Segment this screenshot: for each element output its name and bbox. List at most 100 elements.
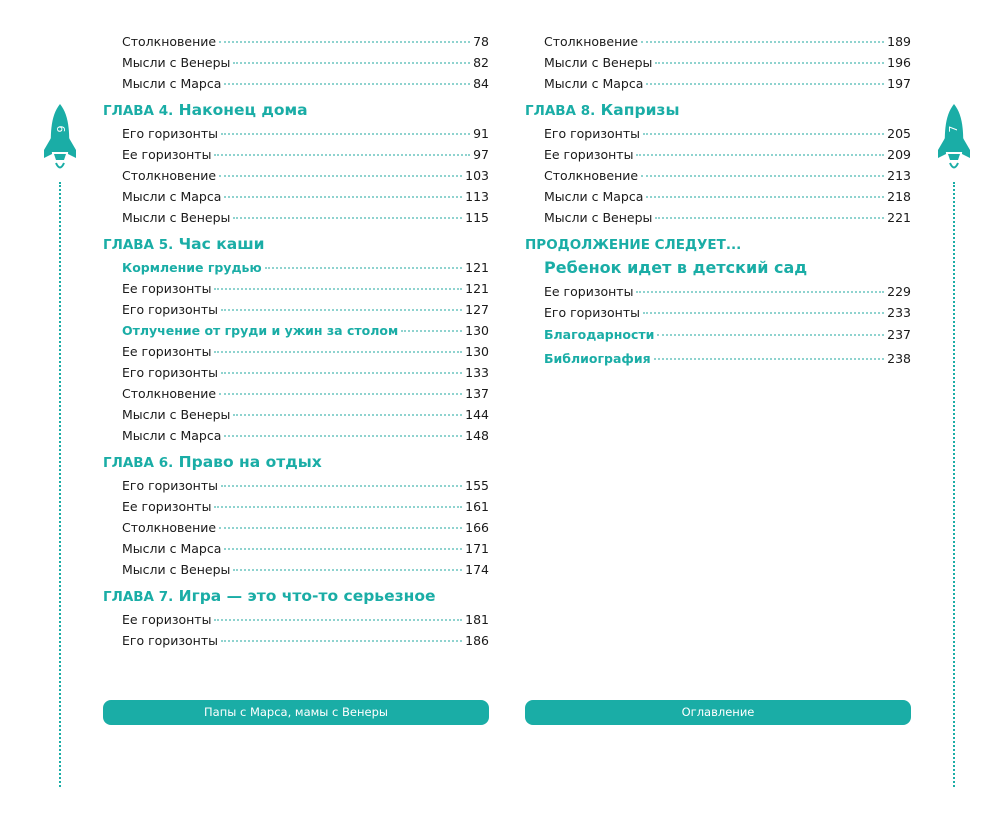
toc-entry[interactable]: Мысли с Марса 197: [525, 73, 911, 94]
entry-title: Мысли с Марса: [122, 76, 222, 91]
entry-title: Мысли с Венеры: [544, 210, 653, 225]
dotted-margin-line: [59, 182, 61, 787]
toc-entry[interactable]: Мысли с Венеры 144: [103, 404, 489, 425]
entry-title: Мысли с Марса: [544, 76, 644, 91]
toc-entry[interactable]: Кормление грудью 121: [103, 257, 489, 278]
toc-entry[interactable]: Ее горизонты 181: [103, 609, 489, 630]
page-number: 6: [54, 126, 67, 133]
toc-entry[interactable]: Его горизонты 233: [525, 302, 911, 323]
dot-leader: [219, 175, 463, 177]
toc-entry[interactable]: Отлучение от груди и ужин за столом 130: [103, 320, 489, 341]
toc-entry[interactable]: Столкновение 166: [103, 517, 489, 538]
toc-entry[interactable]: Его горизонты 127: [103, 299, 489, 320]
chapter-heading[interactable]: ГЛАВА 6. Право на отдых: [103, 451, 489, 473]
chapter-title: Право на отдых: [178, 453, 322, 471]
dot-leader: [642, 133, 885, 135]
entry-page: 113: [465, 189, 489, 204]
entry-title: Ее горизонты: [122, 344, 212, 359]
toc-entry[interactable]: Ее горизонты 130: [103, 341, 489, 362]
toc-entry[interactable]: Столкновение 189: [525, 31, 911, 52]
toc-entry[interactable]: Столкновение 103: [103, 165, 489, 186]
entry-page: 233: [887, 305, 911, 320]
toc-entry[interactable]: Мысли с Марса 148: [103, 425, 489, 446]
dot-leader: [642, 312, 885, 314]
toc-entry[interactable]: Благодарности 237: [525, 323, 911, 347]
chapter-title: Час каши: [178, 235, 265, 253]
chapter-heading[interactable]: ГЛАВА 4. Наконец дома: [103, 99, 489, 121]
entry-page: 218: [887, 189, 911, 204]
entry-title: Мысли с Марса: [122, 428, 222, 443]
chapter-label: ГЛАВА 6.: [103, 455, 174, 471]
dot-leader: [401, 330, 463, 332]
toc-entry[interactable]: Мысли с Венеры 115: [103, 207, 489, 228]
dot-leader: [219, 41, 471, 43]
toc-entry[interactable]: Его горизонты 91: [103, 123, 489, 144]
toc-entry[interactable]: Мысли с Марса 113: [103, 186, 489, 207]
toc-entry[interactable]: Мысли с Венеры 82: [103, 52, 489, 73]
toc-entry[interactable]: Его горизонты 186: [103, 630, 489, 651]
chapter-heading[interactable]: ПРОДОЛЖЕНИЕ СЛЕДУЕТ...: [525, 233, 911, 255]
rocket-icon: 7: [938, 104, 970, 169]
entry-page: 196: [887, 55, 911, 70]
toc-entry[interactable]: Ее горизонты 97: [103, 144, 489, 165]
entry-title: Столкновение: [122, 386, 217, 401]
toc-entry[interactable]: Его горизонты 205: [525, 123, 911, 144]
dot-leader: [646, 83, 885, 85]
toc-entry[interactable]: Столкновение 78: [103, 31, 489, 52]
chapter-heading[interactable]: ГЛАВА 8. Капризы: [525, 99, 911, 121]
chapter-label: ГЛАВА 8.: [525, 103, 596, 119]
toc-entry[interactable]: Мысли с Венеры 196: [525, 52, 911, 73]
dot-leader: [224, 435, 463, 437]
entry-page: 121: [465, 260, 489, 275]
entry-page: 209: [887, 147, 911, 162]
dot-leader: [655, 217, 885, 219]
toc-entry[interactable]: Библиография 238: [525, 347, 911, 371]
toc-entry[interactable]: Ее горизонты 229: [525, 281, 911, 302]
dot-leader: [219, 527, 463, 529]
dot-leader: [214, 619, 463, 621]
toc-entry[interactable]: Мысли с Марса 171: [103, 538, 489, 559]
entry-title: Мысли с Венеры: [122, 407, 231, 422]
entry-title: Ее горизонты: [122, 281, 212, 296]
entry-title: Его горизонты: [122, 302, 218, 317]
toc-entry[interactable]: Ее горизонты 121: [103, 278, 489, 299]
toc-entry[interactable]: Мысли с Марса 84: [103, 73, 489, 94]
entry-title: Мысли с Венеры: [122, 55, 231, 70]
entry-page: 181: [465, 612, 489, 627]
chapter-heading[interactable]: ГЛАВА 7. Игра — это что-то серьезное: [103, 585, 489, 607]
dot-leader: [214, 351, 463, 353]
left-page-toc: Столкновение 78 Мысли с Венеры 82 Мысли с Ма…: [103, 31, 489, 651]
toc-entry[interactable]: Столкновение 137: [103, 383, 489, 404]
dot-leader: [233, 414, 463, 416]
dotted-margin-line: [953, 182, 955, 787]
toc-entry[interactable]: Столкновение 213: [525, 165, 911, 186]
entry-page: 189: [887, 34, 911, 49]
entry-page: 84: [473, 76, 489, 91]
toc-entry[interactable]: Ее горизонты 161: [103, 496, 489, 517]
entry-title: Его горизонты: [544, 305, 640, 320]
dot-leader: [224, 548, 463, 550]
dot-leader: [220, 309, 463, 311]
entry-title: Его горизонты: [122, 633, 218, 648]
chapter-label: ГЛАВА 4.: [103, 103, 174, 119]
dot-leader: [636, 291, 885, 293]
chapter-heading[interactable]: ГЛАВА 5. Час каши: [103, 233, 489, 255]
toc-entry[interactable]: Мысли с Венеры 174: [103, 559, 489, 580]
dot-leader: [219, 393, 463, 395]
left-footer-bar: Папы с Марса, мамы с Венеры: [103, 700, 489, 725]
toc-entry[interactable]: Его горизонты 133: [103, 362, 489, 383]
entry-title: Ее горизонты: [122, 612, 212, 627]
chapter-label: ГЛАВА 7.: [103, 589, 174, 605]
entry-page: 197: [887, 76, 911, 91]
entry-page: 115: [465, 210, 489, 225]
toc-entry[interactable]: Мысли с Венеры 221: [525, 207, 911, 228]
toc-entry[interactable]: Мысли с Марса 218: [525, 186, 911, 207]
entry-page: 213: [887, 168, 911, 183]
entry-title: Мысли с Марса: [122, 541, 222, 556]
toc-entry[interactable]: Ее горизонты 209: [525, 144, 911, 165]
toc-entry[interactable]: Его горизонты 155: [103, 475, 489, 496]
dot-leader: [646, 196, 885, 198]
entry-page: 161: [465, 499, 489, 514]
dot-leader: [233, 217, 463, 219]
chapter-subtitle: Ребенок идет в детский сад: [544, 258, 808, 277]
